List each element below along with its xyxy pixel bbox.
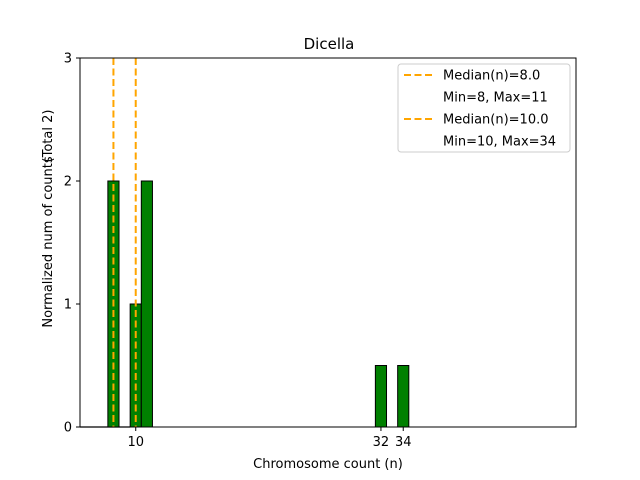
y-tick-label-3: 3 xyxy=(64,52,72,67)
legend-box xyxy=(397,63,571,153)
legend-label-1: Median(n)=10.0 xyxy=(443,113,549,128)
plot-area: 0 1 2 3 10 32 34 xyxy=(64,52,577,450)
y-axis-total-note: (Total 2) xyxy=(41,110,56,163)
axes-frame xyxy=(79,57,577,428)
bar-34-4 xyxy=(397,365,410,428)
y-tick-label-1: 1 xyxy=(64,298,72,313)
y-tick-label-2: 2 xyxy=(64,175,72,190)
bar-11-2 xyxy=(140,180,153,428)
chart-title: Dicella xyxy=(304,35,355,53)
legend-label-0: Median(n)=8.0 xyxy=(443,69,540,84)
x-axis-label: Chromosome count (n) xyxy=(253,457,403,472)
legend-detail-1: Min=10, Max=34 xyxy=(443,135,556,150)
legend: Median(n)=8.0 Min=8, Max=11 Median(n)=10.0… xyxy=(397,63,571,153)
bar-32-3 xyxy=(374,365,388,428)
x-tick-label-34: 34 xyxy=(395,435,412,450)
x-tick-label-32: 32 xyxy=(373,435,390,450)
y-tick-label-0: 0 xyxy=(64,421,72,436)
y-axis-label: Normalized num of counts xyxy=(41,156,56,327)
legend-detail-0: Min=8, Max=11 xyxy=(443,91,548,106)
x-tick-label-10: 10 xyxy=(127,435,144,450)
